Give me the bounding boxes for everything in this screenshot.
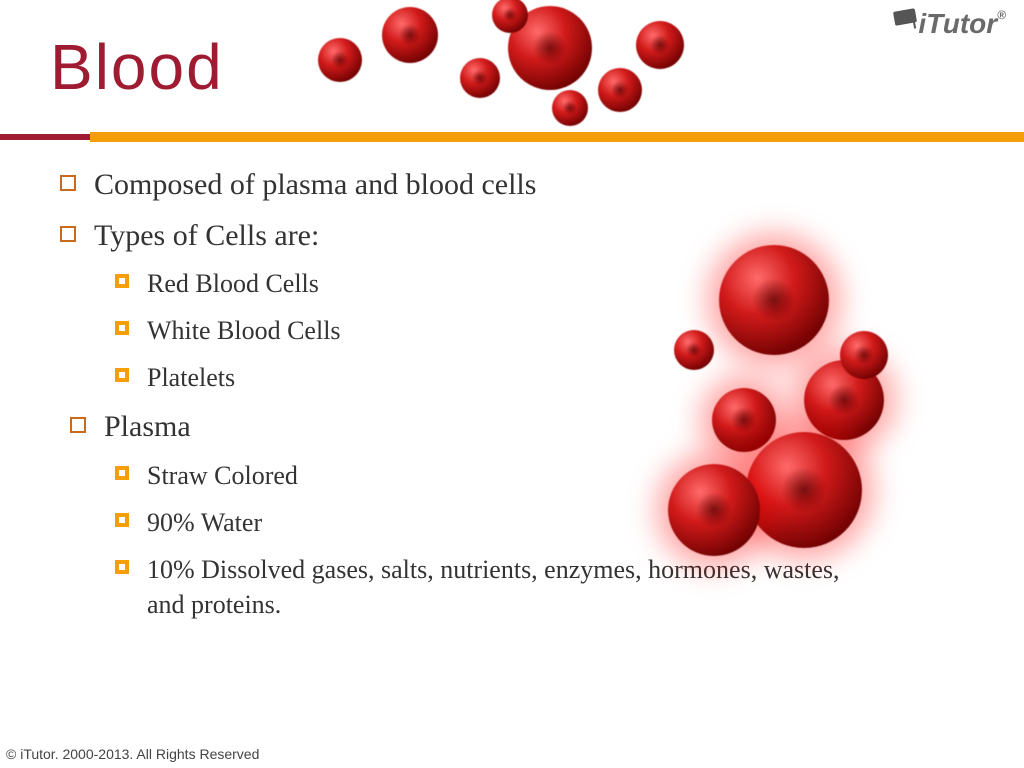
blood-cell-icon xyxy=(460,58,500,98)
blood-cell-icon xyxy=(552,90,588,126)
blood-cell-icon xyxy=(840,331,888,379)
bullet-filled-icon xyxy=(115,560,129,574)
blood-cell-icon xyxy=(746,432,862,548)
bullet-text: 90% Water xyxy=(147,505,262,540)
blood-cell-icon xyxy=(668,464,760,556)
bullet-text: Red Blood Cells xyxy=(147,266,319,301)
body-blood-cells-graphic xyxy=(634,220,954,580)
copyright-footer: © iTutor. 2000-2013. All Rights Reserved xyxy=(6,746,259,762)
header-blood-cells-graphic xyxy=(250,0,750,120)
slide-header: Blood iTutor ® xyxy=(0,0,1024,140)
blood-cell-icon xyxy=(719,245,829,355)
divider-bar xyxy=(0,132,1024,142)
bullet-filled-icon xyxy=(115,274,129,288)
bullet-text: Straw Colored xyxy=(147,458,298,493)
bullet-level1: Composed of plasma and blood cells xyxy=(60,165,960,206)
blood-cell-icon xyxy=(598,68,642,112)
bullet-filled-icon xyxy=(115,466,129,480)
bullet-text: Plasma xyxy=(104,407,191,448)
bullet-text: Composed of plasma and blood cells xyxy=(94,165,536,206)
blood-cell-icon xyxy=(674,330,714,370)
blood-cell-icon xyxy=(318,38,362,82)
brand-logo: iTutor ® xyxy=(894,8,1006,40)
blood-cell-icon xyxy=(712,388,776,452)
bullet-text: White Blood Cells xyxy=(147,313,341,348)
divider-red-segment xyxy=(0,134,90,140)
bullet-text: Types of Cells are: xyxy=(94,216,319,257)
bullet-outline-icon xyxy=(60,226,76,242)
bullet-filled-icon xyxy=(115,368,129,382)
bullet-filled-icon xyxy=(115,321,129,335)
blood-cell-icon xyxy=(382,7,438,63)
slide-title: Blood xyxy=(50,30,224,104)
bullet-text: Platelets xyxy=(147,360,235,395)
logo-registered: ® xyxy=(997,8,1006,22)
divider-orange-segment xyxy=(90,132,1024,142)
bullet-filled-icon xyxy=(115,513,129,527)
blood-cell-icon xyxy=(636,21,684,69)
bullet-outline-icon xyxy=(70,417,86,433)
bullet-outline-icon xyxy=(60,175,76,191)
logo-text: iTutor xyxy=(918,8,997,40)
graduation-cap-icon xyxy=(893,8,917,26)
